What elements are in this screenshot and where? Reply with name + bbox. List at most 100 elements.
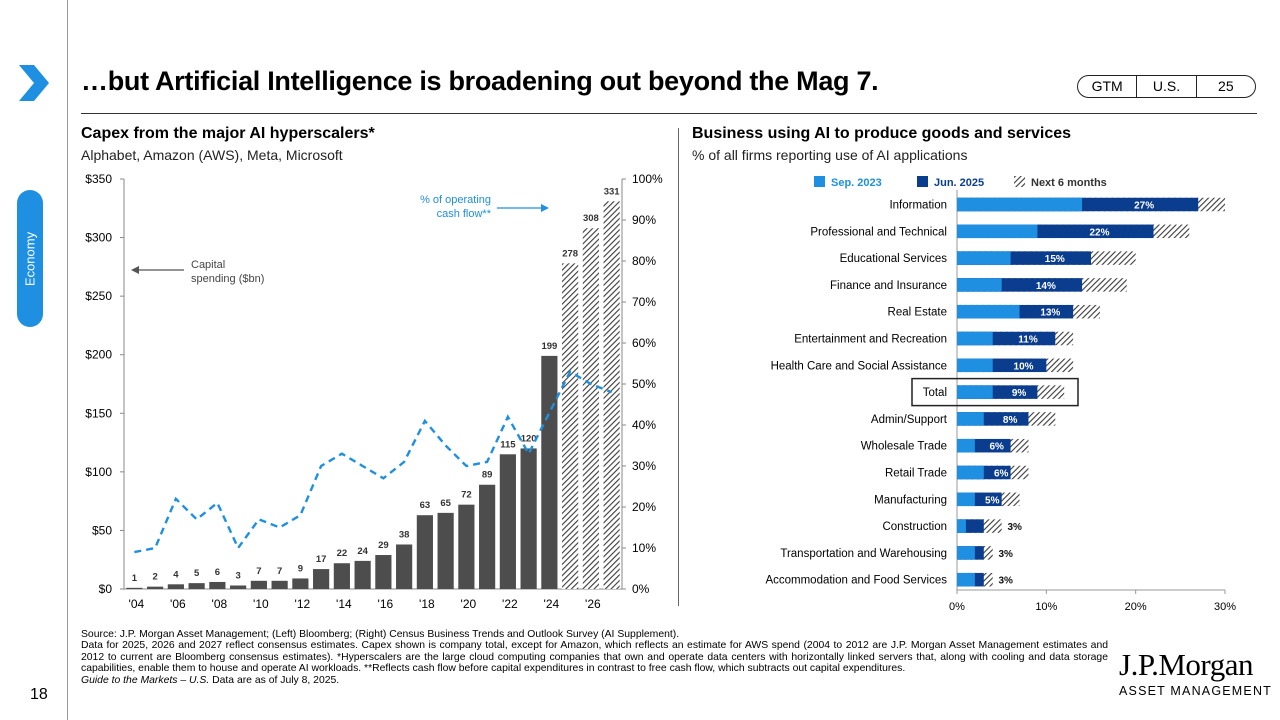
left-y-tick-label: $0 xyxy=(99,582,113,596)
capex-bar xyxy=(458,504,475,589)
category-label: Finance and Insurance xyxy=(830,280,947,292)
capex-data-label: 7 xyxy=(256,566,261,577)
arrow-left-icon xyxy=(131,266,139,274)
page-title: …but Artificial Intelligence is broadeni… xyxy=(81,66,879,96)
left-y-tick-label: $250 xyxy=(85,289,112,303)
capex-data-label: 22 xyxy=(337,548,348,559)
sep2023-bar xyxy=(957,465,984,480)
bar-value-label: 27% xyxy=(1134,201,1154,212)
value-axis-tick-label: 30% xyxy=(1214,601,1236,613)
category-label: Construction xyxy=(882,521,947,533)
ocf-annotation-text: % of operating xyxy=(420,194,491,206)
right-y-tick-label: 50% xyxy=(632,377,656,391)
section-tab-economy[interactable]: Economy xyxy=(17,190,43,327)
jpmorgan-logo: J.P.Morgan ASSET MANAGEMENT xyxy=(1119,647,1273,699)
arrow-right-icon xyxy=(541,204,549,212)
bar-value-label: 14% xyxy=(1036,281,1056,292)
bar-value-label: 3% xyxy=(999,549,1014,560)
ocf-annotation-text: cash flow** xyxy=(437,208,492,220)
right-chart-title: Business using AI to produce goods and s… xyxy=(692,125,1072,142)
right-y-tick-label: 40% xyxy=(632,418,656,432)
sep2023-bar xyxy=(957,572,975,587)
sep2023-bar xyxy=(957,412,984,426)
sep2023-bar xyxy=(957,438,975,453)
capex-data-label: 89 xyxy=(482,470,493,481)
sep2023-bar xyxy=(957,358,993,373)
sep2023-bar xyxy=(957,385,993,399)
bar-value-label: 3% xyxy=(1007,522,1022,533)
capex-bar xyxy=(167,584,184,589)
capex-data-label: 24 xyxy=(357,546,368,557)
capex-bar xyxy=(188,583,205,589)
category-label: Health Care and Social Assistance xyxy=(771,360,947,372)
left-rail xyxy=(67,0,68,720)
capex-data-label: 4 xyxy=(173,569,179,580)
capex-annotation-text: spending ($bn) xyxy=(191,273,264,285)
x-tick-label: '26 xyxy=(585,597,601,611)
x-tick-label: '12 xyxy=(295,597,311,611)
gtm-tag: GTM xyxy=(1078,76,1138,97)
capex-data-label: 7 xyxy=(277,566,282,577)
x-tick-label: '22 xyxy=(502,597,518,611)
legend-label: Next 6 months xyxy=(1031,177,1107,189)
bar-value-label: 6% xyxy=(994,469,1009,480)
legend-swatch xyxy=(1014,176,1025,187)
capex-chart: $0 $50 $100 $150 $200 $250 $300 $350 0% 10% 20% 30%… xyxy=(85,172,663,611)
category-label: Accommodation and Food Services xyxy=(765,575,947,587)
sep2023-bar xyxy=(957,546,975,560)
capex-bar xyxy=(209,581,226,589)
x-tick-label: '04 xyxy=(129,597,145,611)
legend-swatch xyxy=(814,176,825,187)
capex-bar xyxy=(520,448,537,589)
x-tick-label: '10 xyxy=(253,597,269,611)
capex-bar xyxy=(271,580,288,589)
capex-data-label: 63 xyxy=(420,500,431,511)
capex-data-label: 278 xyxy=(562,248,578,259)
sep2023-bar xyxy=(957,492,975,507)
capex-data-label: 115 xyxy=(500,439,516,450)
total-highlight-box xyxy=(911,377,1079,407)
category-label: Real Estate xyxy=(888,307,947,319)
category-label: Admin/Support xyxy=(871,414,948,426)
footer-notes: Source: J.P. Morgan Asset Management; (L… xyxy=(81,629,1108,686)
capex-data-label: 120 xyxy=(521,433,537,444)
capex-data-label: 29 xyxy=(378,540,389,551)
capex-data-label: 331 xyxy=(604,186,621,197)
capex-bar xyxy=(479,484,496,589)
bar-value-label: 22% xyxy=(1089,227,1109,238)
chevron-right-icon[interactable] xyxy=(16,62,52,104)
right-y-tick-label: 20% xyxy=(632,500,656,514)
footer-guide-name: Guide to the Markets – U.S. xyxy=(81,674,210,686)
right-y-tick-label: 100% xyxy=(632,172,663,186)
sep2023-bar xyxy=(957,304,1020,319)
capex-bar xyxy=(499,454,516,589)
bar-value-label: 6% xyxy=(990,442,1005,453)
footer-data-date: Data are as of July 8, 2025. xyxy=(209,674,340,686)
edition-tag: 25 xyxy=(1218,78,1234,94)
capex-data-label: 6 xyxy=(215,567,220,578)
left-y-tick-label: $200 xyxy=(85,348,112,362)
capex-bar xyxy=(250,580,267,589)
category-label: Wholesale Trade xyxy=(861,441,947,453)
right-y-tick-label: 90% xyxy=(632,213,656,227)
x-tick-label: '06 xyxy=(170,597,186,611)
category-label: Transportation and Warehousing xyxy=(780,548,947,560)
capex-bar xyxy=(375,555,392,589)
logo-tagline: ASSET MANAGEMENT xyxy=(1119,684,1273,698)
right-y-tick-label: 10% xyxy=(632,541,656,555)
capex-data-label: 5 xyxy=(194,568,200,579)
left-y-tick-label: $350 xyxy=(85,172,112,186)
capex-data-label: 17 xyxy=(316,554,327,565)
sep2023-bar xyxy=(957,331,993,346)
logo-name: J.P.Morgan xyxy=(1119,647,1253,682)
capex-data-label: 72 xyxy=(461,490,472,501)
right-y-tick-label: 60% xyxy=(632,336,656,350)
sep2023-bar xyxy=(957,197,1083,212)
sep2023-bar xyxy=(957,519,966,533)
x-tick-label: '24 xyxy=(544,597,560,611)
left-y-tick-label: $50 xyxy=(92,523,112,537)
right-y-tick-label: 30% xyxy=(632,459,656,473)
right-y-tick-label: 0% xyxy=(632,582,650,596)
bar-value-label: 15% xyxy=(1045,254,1065,265)
capex-bar xyxy=(147,586,164,589)
